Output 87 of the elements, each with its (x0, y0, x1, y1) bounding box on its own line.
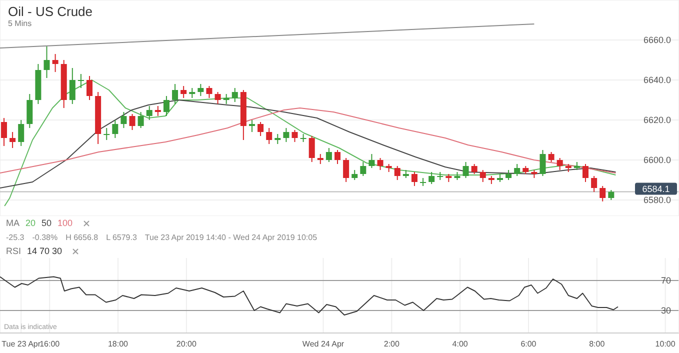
candlestick (377, 158, 384, 170)
candlestick (308, 136, 315, 162)
x-tick-label: 8:00 (589, 340, 606, 349)
candlestick (506, 170, 512, 180)
line-series (4, 80, 616, 206)
candlestick (591, 176, 598, 192)
ref-line-label: 6584.1 (642, 184, 670, 194)
candlestick (146, 106, 152, 120)
candlestick (86, 76, 93, 100)
candlestick (258, 122, 264, 136)
candlestick (514, 164, 520, 176)
candlestick (52, 54, 58, 72)
legend-title: MA (6, 218, 20, 228)
candlestick (343, 158, 350, 182)
text: -25.3 (6, 232, 24, 242)
text: 20 (26, 218, 36, 228)
x-tick-label: 18:00 (108, 340, 129, 349)
candlestick (360, 162, 366, 176)
candlestick (129, 114, 136, 130)
chart-title: Oil - US Crude (8, 4, 93, 19)
line-series (0, 108, 616, 174)
candlestick (540, 150, 546, 176)
x-tick-label: Wed 24 Apr (302, 340, 344, 349)
text: H 6656.8 (66, 232, 98, 242)
candlestick (223, 94, 230, 104)
candlestick (292, 130, 298, 142)
y-tick-label: 6580.0 (643, 195, 671, 206)
x-tick-label: Tue 23 Apr (2, 340, 41, 349)
candlestick (138, 112, 144, 128)
candlestick (548, 152, 554, 162)
candlestick (274, 134, 281, 144)
candlestick (471, 164, 478, 174)
candlestick (69, 68, 76, 104)
candlestick (582, 164, 588, 182)
candlestick (0, 118, 7, 146)
candlestick (163, 96, 170, 116)
candlestick (368, 154, 375, 168)
legend-title: RSI (6, 246, 22, 256)
candlestick (326, 148, 332, 162)
candlestick (189, 88, 196, 98)
candlestick (104, 128, 110, 140)
y-tick-label: 6660.0 (643, 35, 671, 46)
candlestick (232, 88, 238, 102)
candlestick (317, 154, 324, 164)
text: L 6579.3 (106, 232, 137, 242)
x-tick-label: 20:00 (176, 340, 197, 349)
x-tick-label: 4:00 (452, 340, 468, 349)
candlestick (600, 186, 606, 202)
text: 5 Mins (8, 19, 33, 28)
candlestick (214, 92, 221, 104)
candlestick (556, 158, 563, 170)
y-tick-label: 6600.0 (643, 155, 671, 166)
candlestick (462, 162, 469, 178)
candlestick (608, 190, 614, 200)
x-tick-label: 10:00 (655, 340, 676, 349)
y-tick-label: 6640.0 (643, 75, 671, 86)
candlestick (352, 170, 358, 180)
y-tick-label: 6620.0 (643, 115, 671, 126)
candlestick (112, 120, 118, 138)
candlestick (334, 150, 341, 164)
x-tick-label: 2:00 (384, 340, 400, 349)
candlestick (154, 106, 161, 116)
candlestick (198, 84, 204, 96)
candlestick (248, 120, 255, 132)
candlestick (283, 128, 290, 142)
candlestick (206, 86, 212, 98)
candlestick (266, 128, 272, 144)
candlestick (428, 172, 435, 184)
candlestick (18, 120, 24, 146)
candlestick (480, 170, 486, 182)
text: 100 (58, 218, 73, 228)
candlestick (172, 84, 178, 104)
candlestick (120, 112, 127, 128)
candlestick (26, 94, 33, 128)
text: 14 70 30 (27, 246, 62, 256)
candlestick (44, 46, 50, 78)
line-series (0, 276, 618, 316)
x-tick-label: 6:00 (520, 340, 537, 349)
text: 50 (42, 218, 52, 228)
candlestick (394, 166, 400, 180)
text: Tue 23 Apr 2019 14:40 - Wed 24 Apr 2019 10:05 (144, 232, 318, 242)
text: -0.38% (32, 232, 58, 242)
candlestick (10, 132, 16, 148)
candlestick (180, 86, 187, 98)
candlestick (78, 74, 84, 88)
candlestick (411, 172, 418, 186)
x-tick-label: 16:00 (40, 340, 60, 349)
